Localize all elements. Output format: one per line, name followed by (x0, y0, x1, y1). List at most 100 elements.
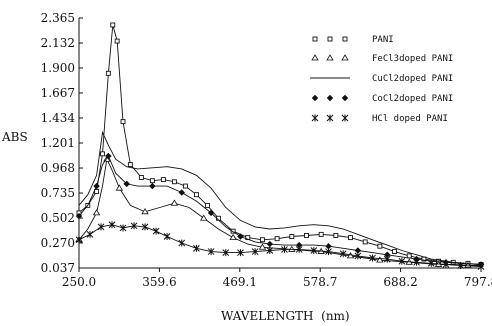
y-tick-label: 0.270 (41, 236, 75, 250)
y-axis-ticks: 2.365 2.132 1.900 1.667 1.434 1.201 0.968 0.735… (41, 11, 83, 275)
asterisk-marker (457, 262, 464, 270)
asterisk-marker (281, 245, 288, 253)
asterisk-marker (369, 254, 376, 262)
asterisk-marker (326, 114, 334, 122)
square-marker (392, 249, 398, 255)
series-2 (75, 155, 481, 268)
asterisk-marker (383, 255, 391, 263)
legend-entry: FeCl3doped PANI (311, 54, 453, 64)
asterisk-marker (477, 263, 485, 271)
square-marker (138, 175, 144, 180)
asterisk-marker (108, 221, 116, 229)
x-tick-label: 797.8 (464, 275, 492, 289)
diamond-marker (237, 233, 244, 240)
legend-label: PANI (372, 35, 394, 45)
asterisk-marker (86, 230, 94, 238)
y-tick-label: 0.502 (41, 211, 75, 225)
asterisk-marker (237, 249, 244, 257)
asterisk-marker (251, 248, 259, 256)
data-series (75, 22, 485, 271)
asterisk-marker (119, 224, 127, 232)
diamond-marker (123, 180, 130, 188)
triangle-marker (170, 199, 179, 206)
triangle-marker (141, 208, 149, 215)
square-marker (127, 162, 133, 168)
series-line (78, 130, 482, 265)
legend-label: HCl doped PANI (372, 114, 448, 124)
legend-label: FeCl3doped PANI (372, 54, 453, 64)
triangle-marker (229, 233, 237, 241)
square-marker (318, 231, 324, 237)
square-marker (149, 178, 155, 184)
triangle-marker (376, 256, 384, 263)
triangle-marker (115, 184, 124, 191)
y-tick-label: 2.365 (41, 11, 75, 25)
square-marker (230, 228, 236, 234)
asterisk-marker (222, 249, 230, 257)
square-marker (406, 253, 412, 259)
x-axis-ticks: 250.0 359.6 469.1 578.7 688.2 797.8 (62, 268, 492, 289)
square-marker (120, 119, 126, 125)
diamond-marker (207, 209, 215, 217)
y-tick-label: 2.132 (41, 36, 75, 50)
x-tick-label: 578.7 (303, 275, 337, 289)
asterisk-marker (266, 246, 274, 254)
square-marker (193, 192, 199, 198)
square-marker (304, 233, 309, 238)
square-marker (171, 179, 177, 185)
series-line (78, 224, 482, 268)
asterisk-marker (178, 239, 186, 247)
y-tick-label: 0.037 (41, 261, 75, 275)
diamond-marker (93, 182, 100, 190)
square-marker (114, 38, 120, 44)
series-5 (75, 221, 485, 271)
x-tick-label: 688.2 (383, 275, 417, 289)
square-marker (105, 70, 111, 76)
legend-label: CoCl2doped PANI (372, 94, 453, 104)
square-marker (342, 36, 348, 42)
asterisk-marker (75, 236, 83, 244)
triangle-marker (92, 209, 101, 216)
legend-label: CuCl2doped PANI (372, 74, 453, 84)
asterisk-marker (130, 222, 138, 230)
y-tick-label: 1.434 (41, 111, 76, 125)
triangle-marker (258, 243, 267, 250)
diamond-marker (149, 182, 156, 190)
asterisk-marker (97, 223, 105, 231)
square-marker (274, 236, 280, 242)
y-tick-label: 1.201 (41, 136, 75, 150)
square-marker (312, 36, 318, 42)
triangle-marker (288, 245, 296, 252)
asterisk-marker (442, 260, 450, 268)
square-marker (260, 237, 265, 243)
x-tick-label: 250.0 (62, 275, 96, 289)
square-marker (110, 22, 116, 28)
asterisk-marker (427, 259, 435, 267)
series-line (78, 155, 482, 265)
square-marker (289, 234, 295, 239)
asterisk-marker (311, 114, 319, 122)
asterisk-marker (152, 227, 160, 235)
square-marker (204, 202, 210, 208)
asterisk-marker (325, 248, 332, 256)
asterisk-marker (141, 223, 149, 231)
square-marker (327, 36, 333, 42)
legend: PANI FeCl3doped PANI CuCl2doped PANI CoCl2d… (310, 35, 453, 124)
square-marker (160, 177, 166, 183)
triangle-marker (200, 214, 208, 221)
square-marker (333, 233, 339, 238)
diamond-marker (311, 94, 319, 102)
square-marker (362, 239, 368, 245)
square-marker (182, 183, 188, 189)
asterisk-marker (339, 250, 347, 258)
diamond-marker (75, 212, 83, 220)
legend-entry: PANI (312, 35, 394, 45)
asterisk-marker (413, 258, 420, 266)
triangle-marker (311, 54, 319, 61)
diamond-marker (105, 152, 112, 160)
asterisk-marker (207, 248, 215, 256)
triangle-marker (326, 54, 334, 61)
x-axis-label: WAVELENGTH (nm) (221, 309, 350, 323)
asterisk-marker (295, 245, 303, 253)
